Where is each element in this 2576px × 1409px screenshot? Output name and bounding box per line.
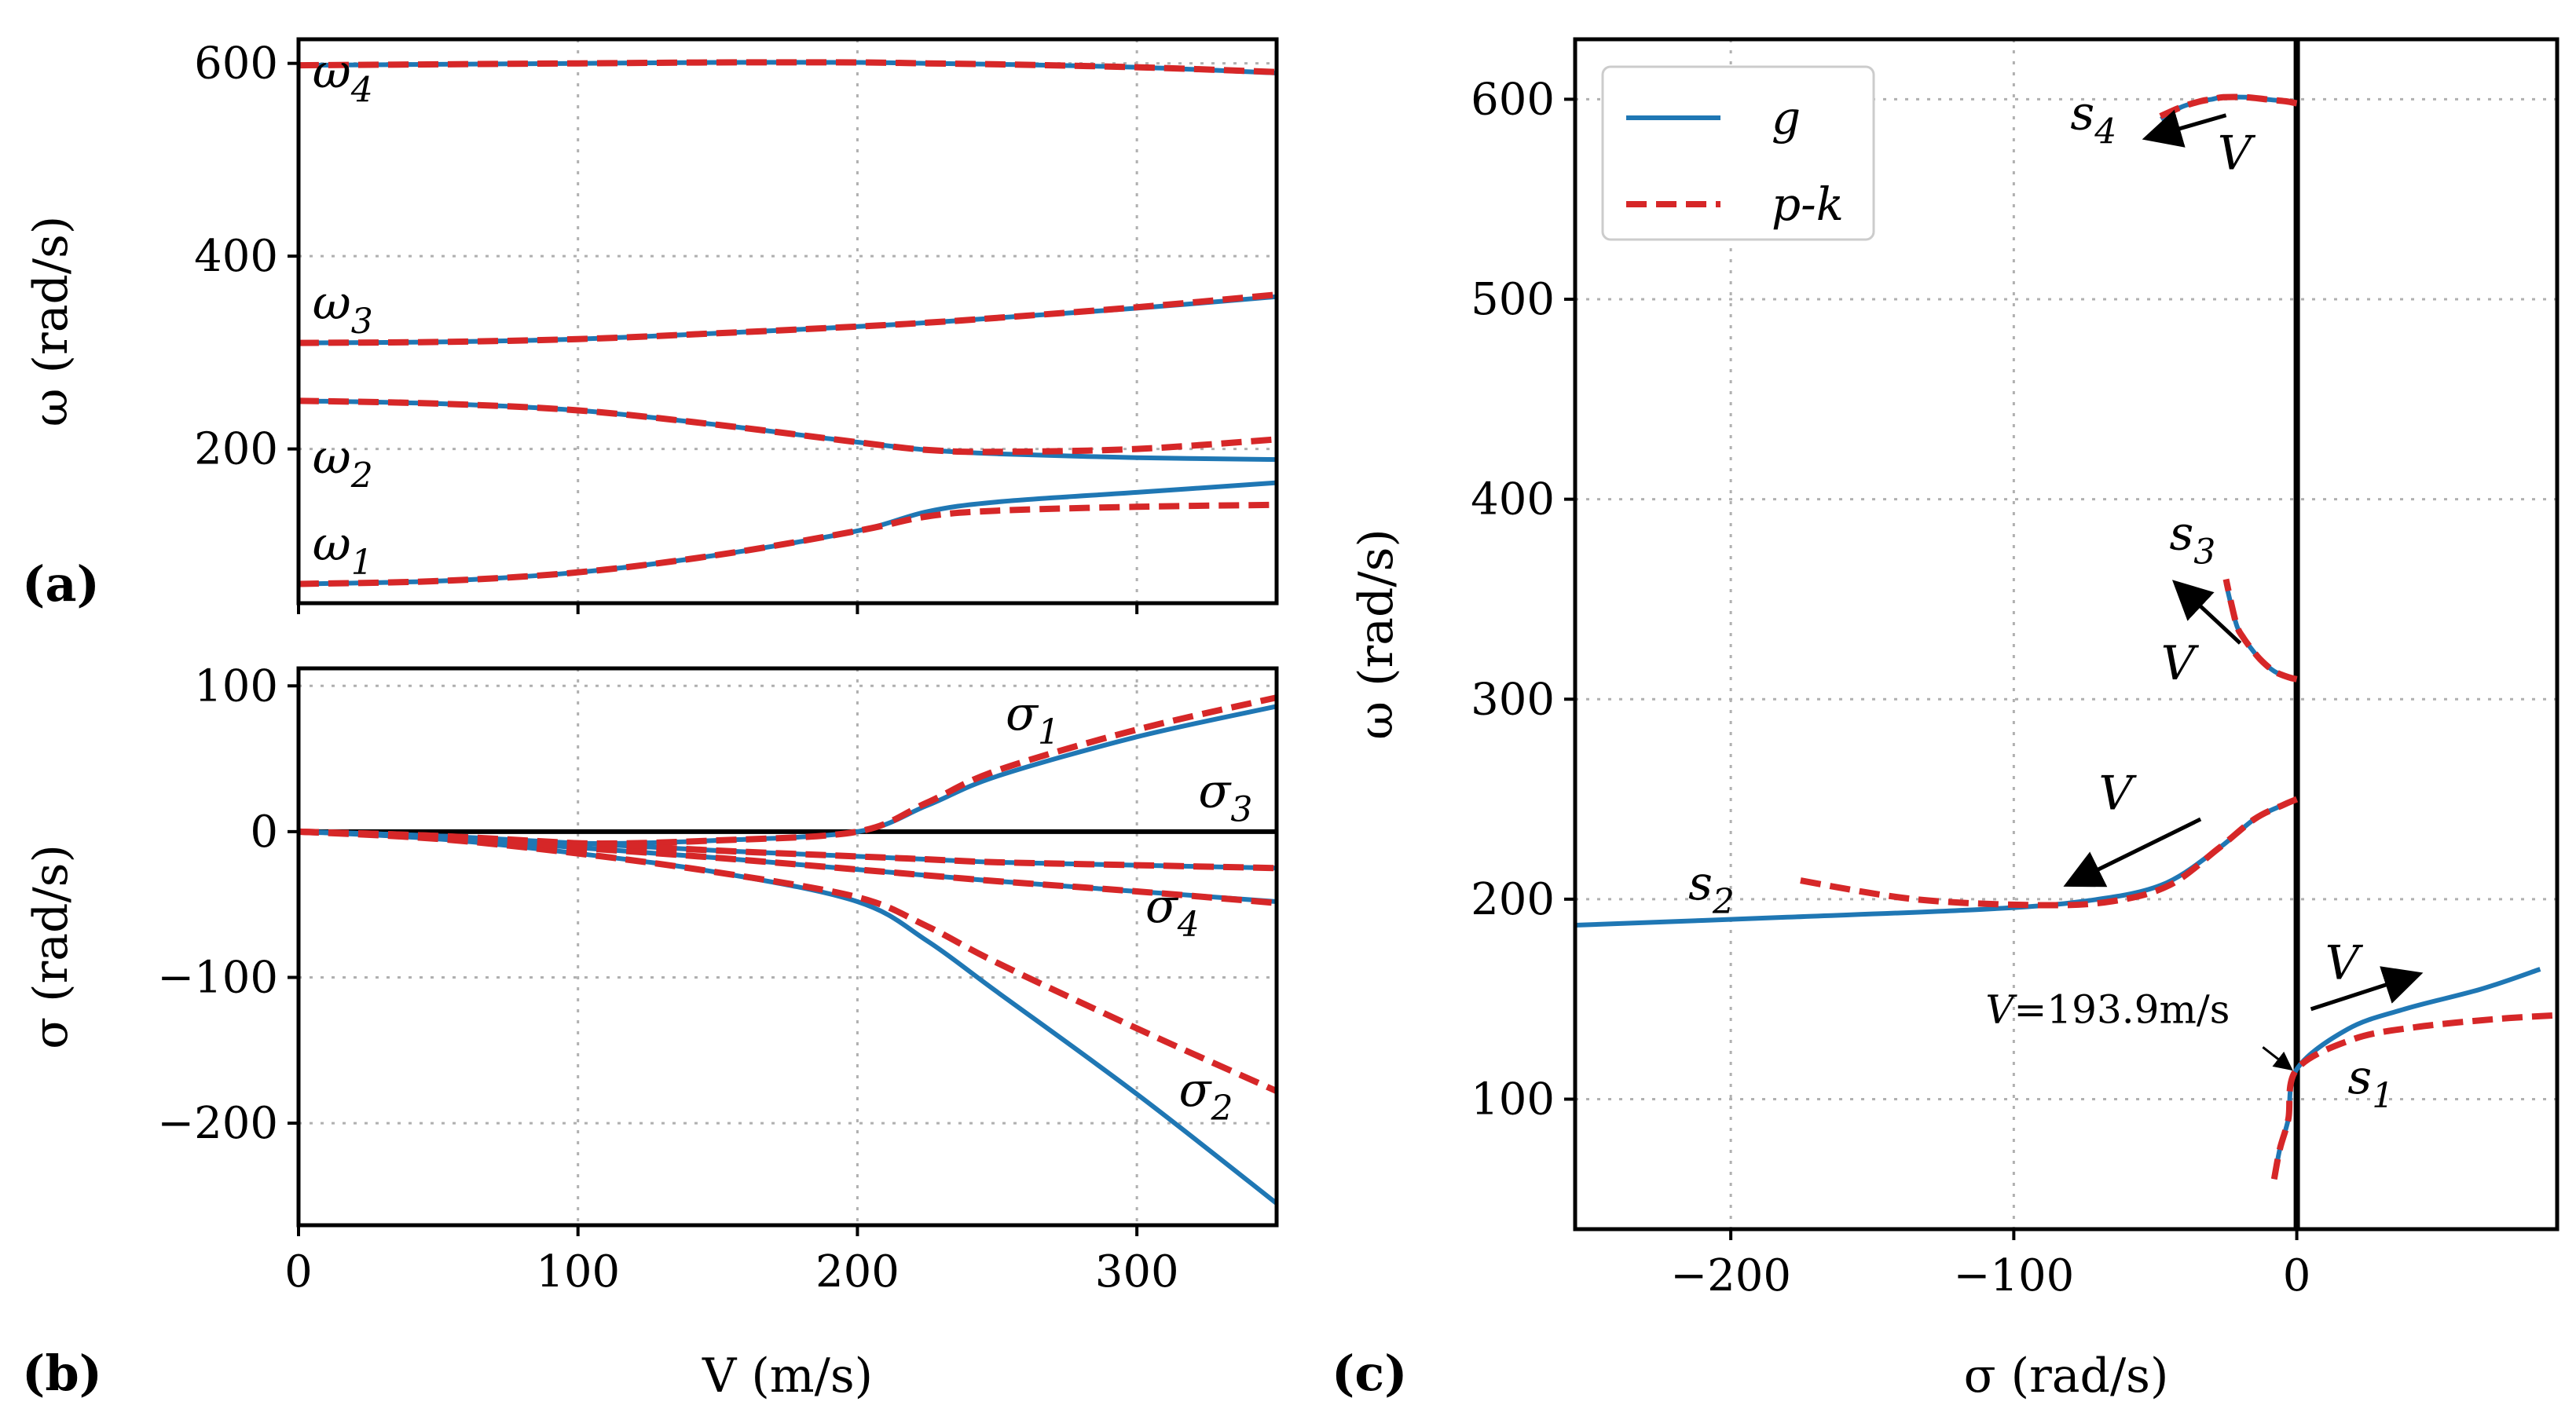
series-line-σ3-p-k	[298, 828, 1277, 872]
critical-speed-arrow	[2262, 1046, 2293, 1071]
series-line-ω3-p-k	[298, 291, 1277, 346]
series-line-σ4-p-k	[298, 828, 1277, 906]
mode-label-ω1: ω1	[313, 517, 373, 583]
x-tick-label: 100	[536, 1246, 620, 1297]
mode-label-σ4: σ4	[1145, 879, 1200, 945]
y-tick-label: 100	[1471, 1074, 1555, 1125]
series-line-s2-g	[1574, 796, 2298, 928]
y-axis-label: ω (rad/s)	[24, 216, 79, 427]
series-line-ω2-p-k	[298, 397, 1277, 456]
y-tick-label: 300	[1471, 674, 1555, 725]
mode-label-ω2: ω2	[313, 430, 373, 496]
x-tick-label: 0	[2283, 1250, 2311, 1301]
panel-label-c: (c)	[1332, 1345, 1407, 1402]
velocity-arrow-label: V	[2161, 636, 2200, 691]
mode-label-ω4: ω4	[313, 44, 373, 110]
mode-label-s1: s1	[2347, 1050, 2394, 1116]
axes-frame	[296, 666, 1279, 1228]
series-line-s1-p-k	[2270, 1012, 2558, 1180]
mode-label-s4: s4	[2070, 86, 2116, 152]
series-line-s1-g	[2271, 967, 2541, 1180]
series-line-ω3-g	[298, 294, 1277, 346]
series-line-σ2-p-k	[298, 828, 1278, 1094]
y-tick-label: 600	[1471, 74, 1555, 125]
x-tick-label: 300	[1095, 1246, 1179, 1297]
legend-box	[1601, 65, 1875, 241]
series-line-ω1-g	[298, 480, 1277, 587]
panel-label-b: (b)	[22, 1345, 102, 1402]
y-tick-label: 0	[250, 807, 278, 858]
mode-label-σ2: σ2	[1179, 1063, 1233, 1129]
mode-label-σ1: σ1	[1006, 686, 1060, 752]
y-tick-label: 200	[194, 424, 278, 475]
axes-frame	[1573, 37, 2560, 1232]
velocity-arrow	[2171, 580, 2242, 645]
panel-label-a: (a)	[22, 555, 100, 613]
mode-label-s2: s2	[1688, 856, 1735, 922]
velocity-arrow	[2063, 817, 2202, 887]
panel-c-plot: −200 −100 0 100 200 300 400 500 600 ω (rad/s) σ (r…	[1349, 37, 2560, 1404]
y-tick-label: 400	[1471, 474, 1555, 525]
y-axis-label: σ (rad/s)	[24, 844, 79, 1049]
y-tick-label: −100	[157, 952, 278, 1003]
series-line-s4-p-k	[2156, 93, 2298, 120]
mode-label-s3: s3	[2169, 506, 2215, 572]
legend-label-g: g	[1772, 91, 1801, 145]
series-line-ω1-p-k	[298, 501, 1277, 587]
y-axis-label: ω (rad/s)	[1349, 529, 1404, 740]
mode-label-ω3: ω3	[313, 276, 373, 342]
y-tick-label: −200	[157, 1098, 278, 1149]
series-line-σ2-g	[298, 829, 1278, 1206]
series-line-ω4-p-k	[298, 59, 1277, 75]
x-tick-label: 200	[815, 1246, 900, 1297]
mode-label-σ3: σ3	[1198, 763, 1252, 829]
velocity-arrow	[2142, 109, 2227, 148]
critical-speed-label: V=193.9m/s	[1985, 987, 2230, 1033]
x-axis-label: V (m/s)	[702, 1349, 873, 1404]
velocity-arrow	[2310, 966, 2424, 1012]
y-tick-label: 200	[1471, 874, 1555, 925]
velocity-arrow-label: V	[2098, 766, 2137, 821]
series-line-σ1-p-k	[298, 694, 1277, 847]
y-tick-label: 500	[1471, 274, 1555, 325]
x-axis-label: σ (rad/s)	[1964, 1349, 2169, 1404]
x-tick-label: 0	[284, 1246, 313, 1297]
series-line-s2-p-k	[1792, 796, 2299, 909]
x-tick-label: −200	[1670, 1250, 1791, 1301]
velocity-arrow-label: V	[2218, 126, 2256, 181]
y-tick-label: 600	[194, 38, 278, 90]
velocity-arrow-label: V	[2325, 936, 2364, 991]
legend-label-p-k: p-k	[1772, 177, 1844, 231]
series-line-s3-p-k	[2222, 578, 2298, 683]
series-line-ω2-g	[298, 398, 1277, 463]
y-tick-label: 100	[194, 661, 278, 712]
x-tick-label: −100	[1953, 1250, 2074, 1301]
y-tick-label: 400	[194, 231, 278, 282]
panel-a-plot: 200 400 600 ω (rad/s) ω4 ω3 ω2 ω1	[24, 37, 1279, 614]
series-line-σ1-g	[298, 704, 1277, 846]
panel-b-plot: 0 100 200 300 −200 −100 0 100 σ (rad/s) V (m/s) σ1…	[24, 661, 1279, 1404]
axes-frame	[296, 37, 1279, 606]
